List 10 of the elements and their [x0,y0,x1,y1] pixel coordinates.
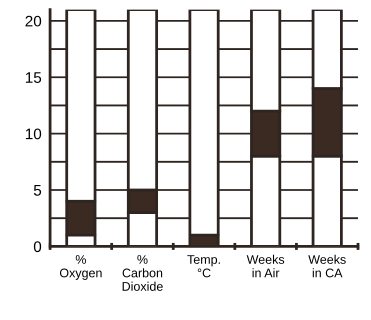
y-tick-label: 10 [26,128,42,140]
x-tick-label: Temp. °C [187,255,220,278]
x-tick-label: Weeks in CA [308,254,346,278]
y-tick-label: 0 [34,241,42,252]
x-tick-label: % Oxygen [60,255,102,280]
y-tick-label: 5 [34,185,42,196]
x-tick-label: Weeks in Air [246,254,284,278]
y-tick-label: 20 [26,16,42,27]
x-tick-label: % Carbon Dioxide [122,255,163,291]
y-tick-label: 15 [26,72,42,83]
